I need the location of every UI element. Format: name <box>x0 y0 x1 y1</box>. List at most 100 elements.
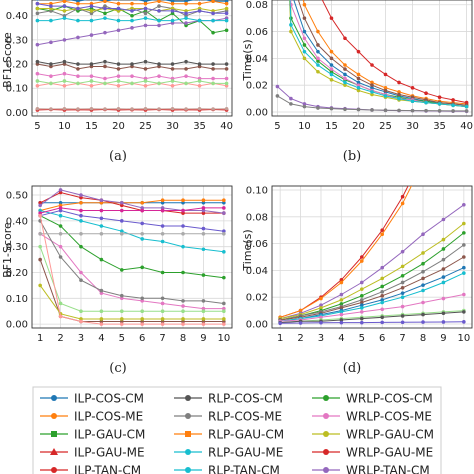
data-point <box>181 270 185 275</box>
data-point <box>143 6 148 11</box>
y-tick-label: 0.40 <box>6 216 28 227</box>
legend-label: WRLP-GAU-CM <box>346 428 434 442</box>
data-point <box>99 319 104 324</box>
data-point <box>222 309 226 314</box>
data-point <box>437 108 442 113</box>
legend-entry: ILP-COS-ME <box>40 410 143 424</box>
data-point <box>143 1 148 6</box>
legend-entry: RLP-TAN-CM <box>174 464 280 474</box>
legend-entry: WRLP-COS-CM <box>312 392 433 406</box>
data-point <box>170 67 175 71</box>
data-point <box>211 76 215 81</box>
legend-label: WRLP-COS-CM <box>346 392 433 406</box>
data-point <box>397 80 401 85</box>
data-point <box>400 201 405 206</box>
series-line <box>280 321 464 324</box>
data-point <box>359 294 364 298</box>
data-point <box>380 307 385 312</box>
data-point <box>441 247 446 251</box>
data-point <box>62 71 67 76</box>
x-tick-label: 5 <box>34 121 40 132</box>
series-line <box>280 256 465 321</box>
data-point <box>58 213 63 218</box>
data-point <box>339 292 344 297</box>
data-point <box>58 206 63 210</box>
data-point <box>62 9 67 13</box>
x-tick-label: 2 <box>297 333 303 344</box>
data-point <box>160 231 165 236</box>
data-point <box>58 200 63 205</box>
y-tick-label: 0.20 <box>6 268 28 279</box>
data-point <box>343 72 347 77</box>
data-point <box>160 319 165 324</box>
data-point <box>302 43 307 47</box>
data-point <box>356 107 361 112</box>
data-point <box>339 302 344 306</box>
series-group <box>275 0 469 114</box>
data-point <box>79 317 83 321</box>
data-point <box>302 16 307 20</box>
data-point <box>76 107 80 111</box>
data-point <box>464 100 469 105</box>
data-point <box>116 106 121 111</box>
data-point <box>222 275 226 280</box>
legend-entry: RLP-COS-ME <box>174 410 282 424</box>
data-point <box>380 276 385 281</box>
data-point <box>38 283 42 288</box>
data-point <box>316 43 320 47</box>
data-point <box>410 99 415 104</box>
data-point <box>383 108 388 113</box>
data-point <box>343 67 347 71</box>
data-point <box>140 200 145 205</box>
data-point <box>79 208 83 213</box>
data-point <box>143 84 148 88</box>
series-line <box>280 294 464 322</box>
data-point <box>224 1 229 6</box>
data-point <box>424 108 428 113</box>
data-point <box>35 42 40 47</box>
axes-frame <box>31 185 233 329</box>
data-point <box>397 108 401 113</box>
data-point <box>298 321 303 325</box>
data-point <box>222 306 226 311</box>
legend-marker <box>323 467 329 473</box>
data-point <box>383 94 388 98</box>
legend-frame <box>32 386 442 474</box>
data-point <box>58 255 63 259</box>
data-point <box>49 81 53 86</box>
data-point <box>224 76 229 81</box>
chart-panels: 5 10 15 20 25 30 35 400.000.100.200.300.405 10 15… <box>6 0 473 344</box>
data-point <box>58 314 63 319</box>
data-point <box>319 315 323 320</box>
data-point <box>160 224 165 228</box>
panel-d: 1 2 3 4 5 6 7 8 9 10 0.00 0.02 0.04 0.06 0.08 0.10 <box>246 186 473 344</box>
data-point <box>302 49 307 54</box>
data-point <box>302 29 307 34</box>
data-point <box>222 206 226 210</box>
x-tick-label: 30 <box>406 121 419 132</box>
data-point <box>181 211 185 215</box>
data-point <box>119 229 124 233</box>
data-point <box>35 106 40 111</box>
data-point <box>184 1 188 6</box>
data-point <box>49 18 53 23</box>
data-point <box>462 310 466 314</box>
data-point <box>35 11 40 16</box>
data-point <box>49 74 53 78</box>
data-point <box>275 94 280 98</box>
legend-label: ILP-GAU-CM <box>74 428 145 442</box>
data-point <box>370 86 374 90</box>
data-point <box>359 280 364 285</box>
data-point <box>329 67 334 71</box>
x-tick-label: 8 <box>420 333 426 344</box>
data-point <box>356 88 361 93</box>
data-point <box>211 0 215 4</box>
data-point <box>201 319 206 324</box>
data-point <box>143 11 148 16</box>
data-point <box>79 200 83 205</box>
y-tick-label: 0.00 <box>246 319 268 330</box>
series-line <box>40 210 224 253</box>
x-tick-label: 25 <box>139 121 152 132</box>
legend-marker <box>51 395 57 401</box>
data-point <box>400 314 405 318</box>
